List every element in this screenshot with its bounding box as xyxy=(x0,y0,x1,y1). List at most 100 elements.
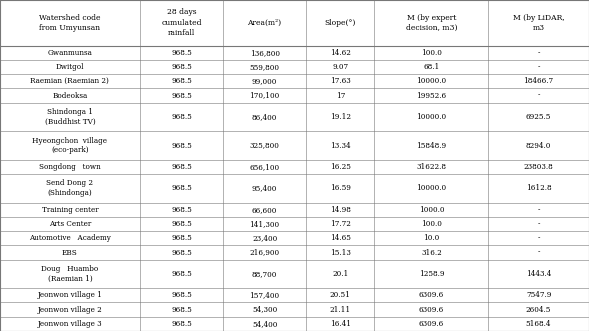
Text: 16.59: 16.59 xyxy=(330,184,351,192)
Text: 968.5: 968.5 xyxy=(171,142,192,150)
Text: Slope(°): Slope(°) xyxy=(325,19,356,27)
Text: 968.5: 968.5 xyxy=(171,63,192,71)
Text: 968.5: 968.5 xyxy=(171,184,192,192)
Text: 8294.0: 8294.0 xyxy=(526,142,551,150)
Text: 968.5: 968.5 xyxy=(171,291,192,299)
Text: Area(m²): Area(m²) xyxy=(247,19,282,27)
Text: 18466.7: 18466.7 xyxy=(524,77,554,85)
Text: Shindonga 1
(Buddhist TV): Shindonga 1 (Buddhist TV) xyxy=(45,108,95,126)
Text: 100.0: 100.0 xyxy=(421,220,442,228)
Text: 23,400: 23,400 xyxy=(252,234,277,242)
Text: 136,800: 136,800 xyxy=(250,49,280,57)
Text: -: - xyxy=(537,92,540,100)
Text: 10000.0: 10000.0 xyxy=(416,77,446,85)
Text: 968.5: 968.5 xyxy=(171,220,192,228)
Text: 100.0: 100.0 xyxy=(421,49,442,57)
Text: Doug   Huambo
(Raemian 1): Doug Huambo (Raemian 1) xyxy=(41,265,98,283)
Text: 14.62: 14.62 xyxy=(330,49,351,57)
Text: Jeonwon village 3: Jeonwon village 3 xyxy=(38,320,102,328)
Text: Jeonwon village 1: Jeonwon village 1 xyxy=(38,291,102,299)
Text: Training center: Training center xyxy=(42,206,98,214)
Text: 19.12: 19.12 xyxy=(330,113,351,121)
Text: -: - xyxy=(537,249,540,257)
Text: 157,400: 157,400 xyxy=(250,291,280,299)
Text: 968.5: 968.5 xyxy=(171,306,192,313)
Text: 656,100: 656,100 xyxy=(250,163,280,171)
Text: 14.98: 14.98 xyxy=(330,206,351,214)
Text: 99,000: 99,000 xyxy=(252,77,277,85)
Text: 86,400: 86,400 xyxy=(252,113,277,121)
Text: 968.5: 968.5 xyxy=(171,113,192,121)
Text: 968.5: 968.5 xyxy=(171,206,192,214)
Text: 17.63: 17.63 xyxy=(330,77,350,85)
Text: Hyeongchon  village
(eco-park): Hyeongchon village (eco-park) xyxy=(32,137,107,155)
Text: EBS: EBS xyxy=(62,249,78,257)
Text: Songdong   town: Songdong town xyxy=(39,163,101,171)
Text: 95,400: 95,400 xyxy=(252,184,277,192)
Text: 968.5: 968.5 xyxy=(171,49,192,57)
Text: 15.13: 15.13 xyxy=(330,249,351,257)
Text: -: - xyxy=(537,206,540,214)
Text: 88,700: 88,700 xyxy=(252,270,277,278)
Text: 20.1: 20.1 xyxy=(332,270,349,278)
Text: 968.5: 968.5 xyxy=(171,234,192,242)
Text: 10000.0: 10000.0 xyxy=(416,113,446,121)
Text: 216,900: 216,900 xyxy=(250,249,280,257)
Text: 968.5: 968.5 xyxy=(171,77,192,85)
Text: 968.5: 968.5 xyxy=(171,270,192,278)
Text: 1258.9: 1258.9 xyxy=(419,270,444,278)
Text: 10.0: 10.0 xyxy=(423,234,439,242)
Text: 6309.6: 6309.6 xyxy=(419,306,444,313)
Text: Watershed code
from Umyunsan: Watershed code from Umyunsan xyxy=(39,14,101,32)
Text: Automotive   Academy: Automotive Academy xyxy=(29,234,111,242)
Text: 23803.8: 23803.8 xyxy=(524,163,554,171)
Text: 316.2: 316.2 xyxy=(421,249,442,257)
Text: 54,400: 54,400 xyxy=(252,320,277,328)
Text: 1443.4: 1443.4 xyxy=(526,270,551,278)
Text: Bodeoksa: Bodeoksa xyxy=(52,92,88,100)
Text: 10000.0: 10000.0 xyxy=(416,184,446,192)
Text: M (by LiDAR,
m3: M (by LiDAR, m3 xyxy=(513,14,564,32)
Text: Raemian (Raemian 2): Raemian (Raemian 2) xyxy=(31,77,110,85)
Text: 14.65: 14.65 xyxy=(330,234,351,242)
Text: 17: 17 xyxy=(336,92,345,100)
Text: 20.51: 20.51 xyxy=(330,291,351,299)
Text: 21.11: 21.11 xyxy=(330,306,351,313)
Text: 968.5: 968.5 xyxy=(171,163,192,171)
Text: 7547.9: 7547.9 xyxy=(526,291,551,299)
Text: 6925.5: 6925.5 xyxy=(526,113,551,121)
Text: -: - xyxy=(537,63,540,71)
Text: 2604.5: 2604.5 xyxy=(526,306,551,313)
Text: 968.5: 968.5 xyxy=(171,320,192,328)
Text: 19952.6: 19952.6 xyxy=(416,92,446,100)
Text: 6309.6: 6309.6 xyxy=(419,291,444,299)
Text: 31622.8: 31622.8 xyxy=(416,163,446,171)
Text: 9.07: 9.07 xyxy=(332,63,349,71)
Text: 28 days
cumulated
rainfall: 28 days cumulated rainfall xyxy=(161,8,201,37)
Text: -: - xyxy=(537,49,540,57)
Text: 968.5: 968.5 xyxy=(171,92,192,100)
Text: 141,300: 141,300 xyxy=(250,220,280,228)
Text: 968.5: 968.5 xyxy=(171,249,192,257)
Text: Send Dong 2
(Shindonga): Send Dong 2 (Shindonga) xyxy=(47,179,94,197)
Text: -: - xyxy=(537,234,540,242)
Text: 15848.9: 15848.9 xyxy=(416,142,446,150)
Text: 16.41: 16.41 xyxy=(330,320,351,328)
Text: M (by expert
decision, m3): M (by expert decision, m3) xyxy=(406,14,457,32)
Text: 170,100: 170,100 xyxy=(250,92,280,100)
Text: 54,300: 54,300 xyxy=(252,306,277,313)
Text: 16.25: 16.25 xyxy=(330,163,351,171)
Text: 68.1: 68.1 xyxy=(423,63,439,71)
Text: 66,600: 66,600 xyxy=(252,206,277,214)
Text: 5168.4: 5168.4 xyxy=(526,320,551,328)
Text: 1612.8: 1612.8 xyxy=(526,184,551,192)
Text: 6309.6: 6309.6 xyxy=(419,320,444,328)
Text: Dwitgol: Dwitgol xyxy=(55,63,84,71)
Text: 325,800: 325,800 xyxy=(250,142,280,150)
Text: 13.34: 13.34 xyxy=(330,142,350,150)
Text: 559,800: 559,800 xyxy=(250,63,280,71)
Text: 1000.0: 1000.0 xyxy=(419,206,444,214)
Text: -: - xyxy=(537,220,540,228)
Text: 17.72: 17.72 xyxy=(330,220,351,228)
Text: Jeonwon village 2: Jeonwon village 2 xyxy=(38,306,102,313)
